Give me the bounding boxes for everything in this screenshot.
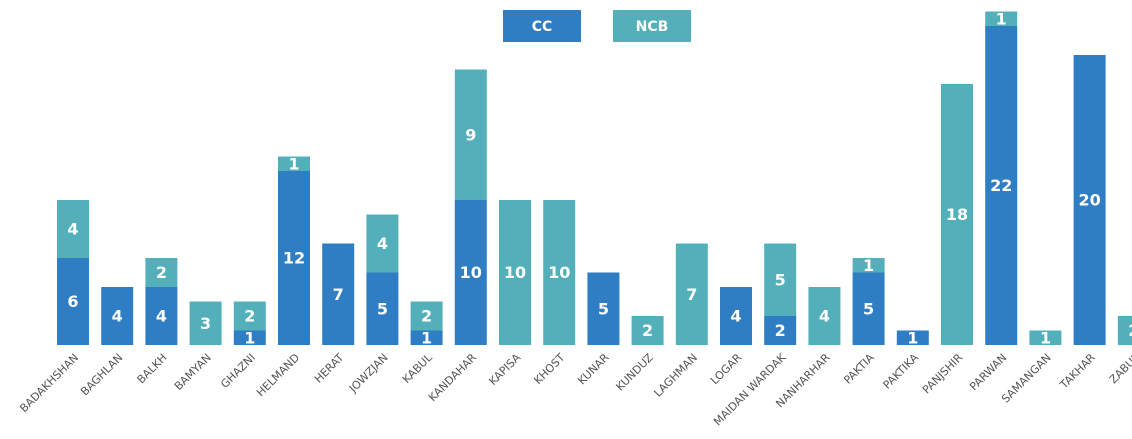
data-label: 2 <box>1128 321 1132 340</box>
bar-segment <box>101 287 134 345</box>
data-label: 4 <box>112 307 123 326</box>
data-label: 2 <box>775 321 786 340</box>
bar-segment <box>499 200 531 345</box>
data-label: 2 <box>642 321 653 340</box>
x-tick-label: BADAKHSHAN <box>17 351 81 415</box>
bar-segment <box>57 258 89 345</box>
bar-segment <box>587 272 620 345</box>
data-label: 9 <box>465 125 476 144</box>
data-label: 12 <box>283 249 305 268</box>
bar-segment <box>808 287 841 345</box>
bar-segment <box>543 200 576 345</box>
x-tick-label: KANDAHAR <box>426 351 479 404</box>
data-label: 1 <box>1040 328 1051 347</box>
data-label: 1 <box>288 154 299 173</box>
bar-segment <box>720 287 752 345</box>
x-tick-label: LAGHMAN <box>651 351 700 400</box>
bar-segment <box>1073 55 1106 345</box>
data-label: 20 <box>1078 191 1100 210</box>
x-tick-label: LOGAR <box>708 351 744 387</box>
data-label: 4 <box>156 307 167 326</box>
data-label: 5 <box>863 299 874 318</box>
x-tick-label: TAKHAR <box>1057 351 1098 392</box>
bar-segment <box>985 11 1018 26</box>
bar-segment <box>233 301 266 331</box>
data-label: 1 <box>907 328 918 347</box>
bar-segment <box>145 258 178 287</box>
bar-segment <box>366 214 399 273</box>
x-tick-label: ZABUL <box>1107 350 1132 386</box>
legend-swatch <box>503 10 581 42</box>
data-label: 2 <box>156 263 167 282</box>
bar-segment <box>278 156 310 171</box>
x-tick-label: PANJSHIR <box>920 351 966 397</box>
x-tick-label: JOWZJAN <box>346 351 391 396</box>
x-tick-label: BAMYAN <box>172 351 214 393</box>
bar-segment <box>852 258 885 273</box>
bar-segment <box>764 316 797 345</box>
bar-segment <box>941 84 973 345</box>
x-tick-label: KHOST <box>531 351 567 387</box>
legend-label: NCB <box>636 19 669 35</box>
bar-segment <box>454 69 487 200</box>
data-label: 5 <box>598 299 609 318</box>
data-label: 10 <box>460 263 482 282</box>
x-tick-label: PAKTIA <box>841 351 877 387</box>
bar-segment <box>322 243 355 345</box>
data-label: 5 <box>775 270 786 289</box>
data-label: 5 <box>377 299 388 318</box>
x-tick-label: BALKH <box>135 351 170 386</box>
data-label: 4 <box>819 307 830 326</box>
bar-segment <box>852 272 885 345</box>
bar-segment <box>1029 330 1062 345</box>
data-label: 18 <box>946 205 968 224</box>
bar-segment <box>454 200 487 345</box>
x-tick-label: HERAT <box>312 351 347 386</box>
x-tick-label: PAKTIKA <box>881 351 922 392</box>
bar-segment <box>675 243 708 345</box>
data-label: 1 <box>863 256 874 275</box>
data-label: 10 <box>548 263 570 282</box>
x-tick-label: KUNDUZ <box>613 351 656 394</box>
data-label: 3 <box>200 314 211 333</box>
data-label: 4 <box>377 234 388 253</box>
bar-segment <box>366 272 399 345</box>
data-label: 7 <box>686 285 697 304</box>
data-label: 4 <box>730 307 741 326</box>
bar-segment <box>145 287 178 345</box>
data-label: 6 <box>67 292 78 311</box>
bar-segment <box>233 330 266 345</box>
x-tick-label: PARWAN <box>967 351 1009 393</box>
bar-segment <box>985 26 1018 345</box>
data-label: 4 <box>67 220 78 239</box>
bar-segment <box>278 171 310 345</box>
bar-segment <box>57 200 89 258</box>
bar-segment <box>410 330 443 345</box>
bar-segment <box>631 316 664 345</box>
data-label: 1 <box>996 9 1007 28</box>
data-label: 10 <box>504 263 526 282</box>
bar-segment <box>764 243 797 316</box>
x-tick-label: GHAZNI <box>218 351 258 391</box>
x-tick-label: KAPISA <box>486 351 523 388</box>
data-label: 2 <box>244 307 255 326</box>
legend-swatch <box>613 10 691 42</box>
x-tick-label: BAGHLAN <box>78 351 125 398</box>
bar-segment <box>189 301 222 345</box>
data-label: 7 <box>333 285 344 304</box>
bar-segment <box>896 330 929 345</box>
bar-segment <box>410 301 443 331</box>
data-label: 22 <box>990 176 1012 195</box>
x-tick-label: HELMAND <box>254 351 302 399</box>
legend-label: CC <box>532 19 553 35</box>
x-tick-label: KUNAR <box>575 351 612 388</box>
data-label: 2 <box>421 307 432 326</box>
data-label: 1 <box>421 328 432 347</box>
data-label: 1 <box>244 328 255 347</box>
bar-segment <box>1117 316 1132 345</box>
x-tick-label: KABUL <box>400 350 435 385</box>
